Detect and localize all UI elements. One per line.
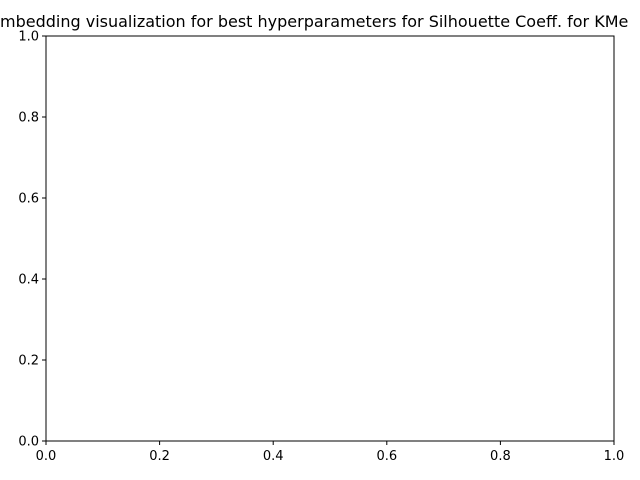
y-tick-label: 0.4 (18, 273, 39, 288)
y-tick-label: 0.6 (18, 192, 39, 207)
x-tick-label: 0.6 (376, 449, 397, 464)
y-tick-label: 0.8 (18, 111, 39, 126)
chart-title: mbedding visualization for best hyperpar… (0, 12, 628, 31)
x-tick-label: 0.4 (263, 449, 284, 464)
x-axis: 0.0 0.2 0.4 0.6 0.8 1.0 (36, 441, 625, 464)
x-tick-label: 0.0 (36, 449, 57, 464)
plot-area-frame (45, 35, 615, 442)
y-tick-label: 0.0 (18, 435, 39, 450)
x-tick-label: 1.0 (604, 449, 625, 464)
x-tick-label: 0.8 (490, 449, 511, 464)
y-axis: 0.0 0.2 0.4 0.6 0.8 1.0 (18, 30, 46, 450)
x-tick-label: 0.2 (149, 449, 170, 464)
y-tick-label: 1.0 (18, 30, 39, 45)
y-tick-label: 0.2 (18, 354, 39, 369)
